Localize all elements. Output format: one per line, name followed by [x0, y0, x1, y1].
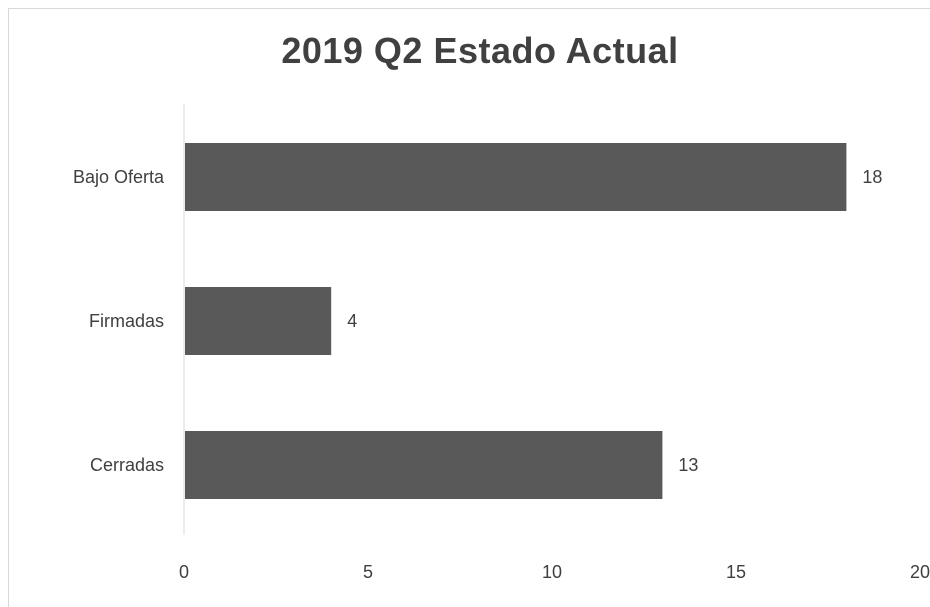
bar-firmadas: [185, 287, 332, 355]
category-label: Cerradas: [90, 455, 164, 475]
category-label: Bajo Oferta: [73, 167, 165, 187]
x-tick-label: 0: [179, 562, 189, 582]
category-label: Firmadas: [89, 311, 164, 331]
data-label: 4: [347, 311, 357, 331]
chart-title: 2019 Q2 Estado Actual: [281, 30, 679, 71]
data-label: 13: [678, 455, 698, 475]
x-tick-label: 20: [910, 562, 930, 582]
bar-cerradas: [185, 431, 663, 499]
data-label: 18: [862, 167, 882, 187]
x-tick-label: 15: [726, 562, 746, 582]
x-tick-label: 5: [363, 562, 373, 582]
bar-bajo-oferta: [185, 143, 847, 211]
x-tick-label: 10: [542, 562, 562, 582]
